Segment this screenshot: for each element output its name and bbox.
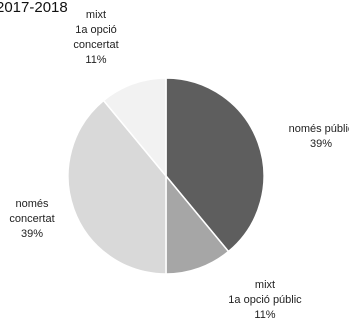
slice-label-2: mixt 1a opció públic 11% <box>228 279 302 321</box>
pie-slice-4 <box>102 77 167 179</box>
slice-label-line: 11% <box>85 54 106 66</box>
slice-label-line: 39% <box>310 138 332 150</box>
pie-slice-3 <box>67 99 167 275</box>
slice-label-4: mixt 1a opció concertat 11% <box>73 9 118 66</box>
slice-label-line: mixt <box>86 9 106 21</box>
slice-label-line: 1a opció públic <box>228 294 302 306</box>
slice-label-line: només <box>15 198 49 210</box>
slice-label-line: 39% <box>21 228 43 240</box>
slice-label-line: concertat <box>9 213 54 225</box>
slice-label-1: només públic 39% <box>289 123 349 150</box>
slice-label-line: 1a opció <box>75 24 117 36</box>
slice-label-line: només públic <box>289 123 349 135</box>
pie-slice-2 <box>165 173 230 275</box>
slice-label-line: mixt <box>255 279 275 291</box>
slice-label-3: només concertat 39% <box>9 198 54 240</box>
slice-label-line: 11% <box>254 309 275 321</box>
pie-slice-1 <box>165 77 265 253</box>
chart-title: 2017-2018 <box>0 0 68 16</box>
slice-label-line: concertat <box>73 39 118 51</box>
